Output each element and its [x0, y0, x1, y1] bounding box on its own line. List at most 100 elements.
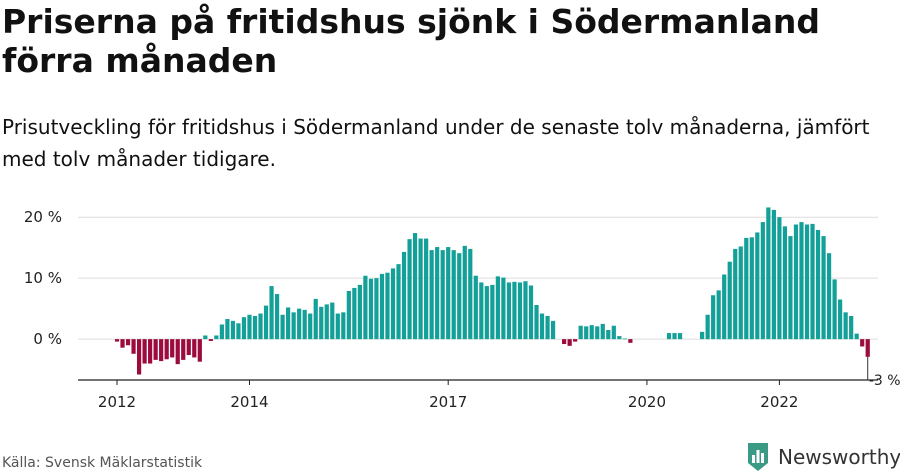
bar — [727, 261, 732, 340]
bar — [777, 217, 782, 340]
bar — [468, 248, 473, 340]
bar — [401, 251, 407, 340]
bar — [617, 336, 622, 340]
bar — [462, 245, 467, 340]
bar — [782, 226, 788, 340]
bar — [120, 339, 125, 348]
bar — [600, 323, 605, 340]
bar — [170, 339, 175, 358]
bar — [396, 264, 401, 340]
bar — [412, 233, 418, 340]
bar — [175, 339, 180, 365]
bar — [286, 307, 291, 340]
bar — [291, 312, 296, 340]
bar — [186, 339, 191, 355]
bar — [815, 230, 821, 340]
bar — [263, 305, 269, 340]
bar — [589, 325, 594, 340]
source-note: Källa: Svensk Mäklarstatistik — [2, 455, 203, 471]
x-tick-label: 2020 — [628, 393, 666, 411]
bar — [716, 290, 721, 340]
bar — [203, 335, 208, 340]
bar — [435, 247, 440, 340]
newsworthy-logo-icon — [748, 443, 768, 471]
bar — [677, 333, 683, 340]
bar — [214, 335, 219, 340]
bar-chart: 0 % 10 % 20 % 2012 2014 2017 2020 2022 -3 % — [24, 207, 900, 411]
bar — [479, 282, 484, 340]
bar — [230, 320, 236, 340]
end-value-label: -3 % — [869, 373, 900, 389]
bar — [324, 304, 329, 340]
chart-title: Priserna på fritidshus sjönk i Södermanl… — [2, 2, 821, 80]
bar — [352, 287, 357, 340]
bar — [810, 223, 815, 340]
bar — [771, 209, 776, 340]
bar — [208, 339, 213, 341]
bar — [528, 285, 534, 340]
bar — [308, 313, 313, 340]
bar — [666, 333, 672, 340]
bar — [390, 268, 396, 340]
bar — [534, 305, 539, 340]
bar — [722, 274, 727, 340]
y-tick-label: 10 % — [24, 269, 62, 287]
bar — [495, 276, 500, 340]
bar — [512, 281, 517, 340]
bar — [700, 331, 705, 340]
bar — [567, 339, 572, 346]
bar — [225, 319, 230, 340]
brand-name: Newsworthy — [778, 445, 900, 469]
bar — [793, 224, 799, 340]
bar — [865, 339, 870, 357]
bar — [313, 298, 318, 340]
bar — [799, 222, 804, 340]
bar — [826, 253, 832, 340]
bar — [247, 314, 252, 340]
bar — [788, 236, 793, 340]
bar — [252, 315, 258, 340]
x-tick-label: 2022 — [760, 393, 798, 411]
bar — [368, 278, 374, 340]
bar — [341, 312, 346, 340]
bar — [440, 250, 445, 340]
bar — [446, 247, 451, 340]
bar — [319, 306, 324, 340]
bar — [164, 339, 169, 360]
bar — [562, 339, 567, 345]
x-tick-label: 2017 — [429, 393, 467, 411]
bar — [148, 339, 153, 364]
bar — [755, 232, 760, 340]
bar — [578, 325, 583, 340]
bar — [517, 282, 523, 340]
bar — [501, 277, 506, 340]
bar — [484, 286, 489, 340]
bar — [854, 333, 859, 340]
bar — [346, 290, 351, 340]
y-tick-label: 0 % — [33, 330, 62, 348]
bar — [197, 339, 202, 362]
bar — [595, 326, 600, 340]
bar — [429, 250, 434, 340]
bar — [804, 224, 810, 340]
bar — [114, 339, 120, 342]
bar — [843, 312, 848, 340]
bar — [241, 317, 247, 340]
bar — [766, 207, 771, 340]
bar — [749, 237, 754, 340]
bar — [269, 286, 274, 340]
bar — [258, 313, 263, 340]
x-tick-label: 2012 — [98, 393, 136, 411]
bar — [733, 248, 738, 340]
bar — [385, 272, 390, 340]
x-tick-label: 2014 — [230, 393, 268, 411]
bar — [357, 284, 362, 340]
bar — [219, 324, 224, 340]
bar — [153, 339, 158, 360]
bar — [550, 320, 556, 340]
bar — [424, 238, 429, 340]
bar — [672, 333, 677, 340]
bar — [705, 314, 710, 340]
bar — [451, 250, 456, 340]
bar — [611, 325, 616, 340]
